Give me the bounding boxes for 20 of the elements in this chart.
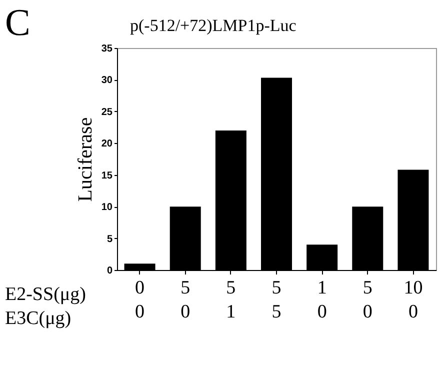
x-tick-label: 5 1 <box>226 278 236 322</box>
y-tick-label: 10 <box>101 202 113 214</box>
y-tick-label: 15 <box>101 170 113 182</box>
y-tick-label: 30 <box>101 75 113 86</box>
x-tick-label: 5 0 <box>180 278 190 322</box>
y-tick-label: 5 <box>106 234 113 245</box>
y-tick-label: 20 <box>101 138 113 150</box>
x-tick-label: 1 0 <box>317 278 327 322</box>
y-tick-label: 35 <box>101 44 113 54</box>
x-tick-label: 5 5 <box>272 278 282 322</box>
text: C <box>5 2 30 44</box>
x-tick-label: 0 0 <box>135 278 145 322</box>
y-tick-label: 0 <box>106 266 113 276</box>
y-axis-title: Luciferase <box>74 117 96 202</box>
text: E3C(μg) <box>5 308 72 329</box>
y-tick-label: 25 <box>101 106 113 118</box>
x-tick-label: 10 0 <box>404 278 423 322</box>
chart-title: p(-512/+72)LMP1p-Luc <box>130 16 297 35</box>
text: E2-SS(μg) <box>5 284 86 305</box>
x-tick-label: 5 0 <box>362 278 372 322</box>
